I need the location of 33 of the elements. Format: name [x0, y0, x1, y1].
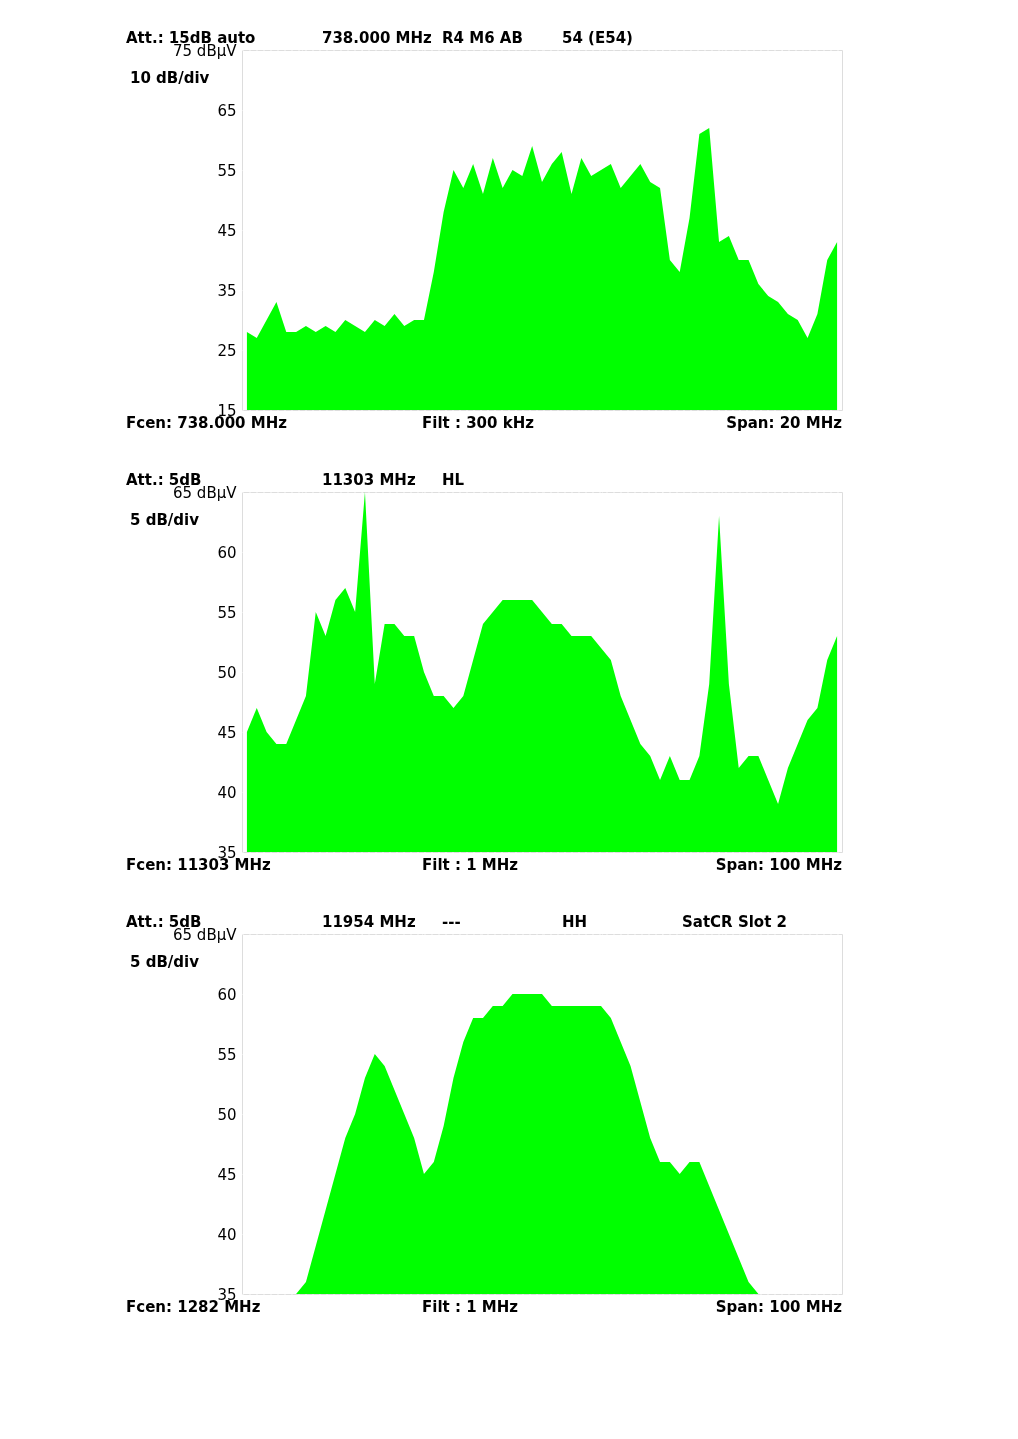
text: 738.000 MHz — [322, 29, 433, 47]
text: --- — [442, 913, 461, 931]
text: R4 M6 AB — [442, 29, 523, 47]
y-tick-label: 50 — [217, 1105, 237, 1124]
y-tick-label: 35 — [217, 281, 237, 300]
text: Span: 20 MHz — [726, 414, 843, 432]
y-tick-label: 60 — [217, 543, 237, 562]
y-tick-label: 55 — [217, 1045, 237, 1064]
text: 54 (E54) — [562, 29, 633, 47]
text: Span: 100 MHz — [715, 1298, 843, 1316]
y-tick-label: 25 — [217, 341, 237, 360]
text: Span: 100 MHz — [715, 856, 843, 874]
text: HH — [562, 913, 588, 931]
text: Filt : 1 MHz — [422, 1298, 519, 1316]
text: Filt : 300 kHz — [422, 414, 535, 432]
y-axis-title: 5 dB/div — [130, 511, 200, 529]
y-tick-label: 60 — [217, 985, 237, 1004]
text: HL — [442, 471, 465, 489]
y-tick-label: 40 — [217, 783, 237, 802]
y-tick-label: 45 — [217, 723, 237, 742]
y-tick-label: 65 — [217, 101, 237, 120]
y-axis-title: 5 dB/div — [130, 953, 200, 971]
y-axis-title: 10 dB/div — [130, 69, 210, 87]
y-tick-label: 55 — [217, 161, 237, 180]
y-tick-label: 45 — [217, 1165, 237, 1184]
text: SatCR Slot 2 — [682, 913, 787, 931]
text: 11954 MHz — [322, 913, 416, 931]
y-tick-label: 55 — [217, 603, 237, 622]
text: Filt : 1 MHz — [422, 856, 519, 874]
y-tick-label: 45 — [217, 221, 237, 240]
text: 11303 MHz — [322, 471, 416, 489]
y-tick-label: 50 — [217, 663, 237, 682]
y-tick-label: 40 — [217, 1225, 237, 1244]
